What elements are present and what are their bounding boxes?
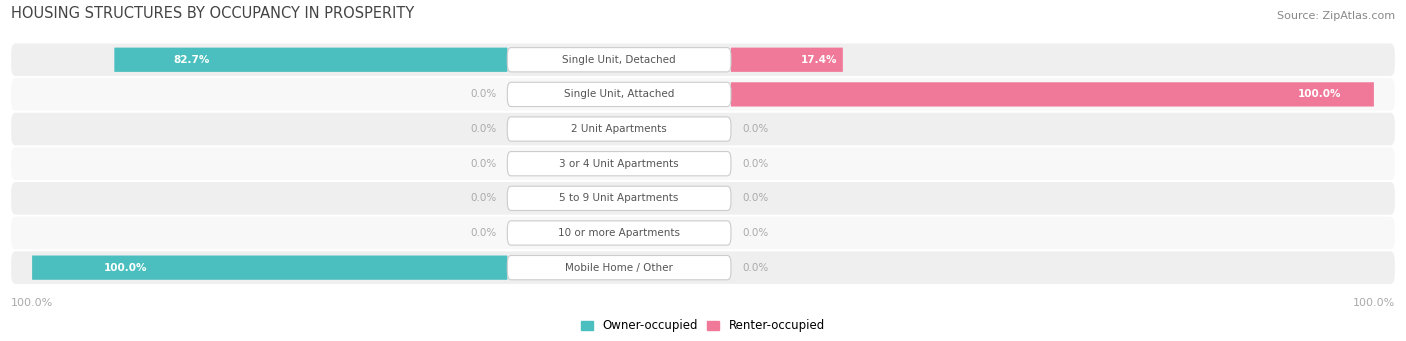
- FancyBboxPatch shape: [508, 48, 731, 72]
- FancyBboxPatch shape: [508, 82, 731, 106]
- Text: 2 Unit Apartments: 2 Unit Apartments: [571, 124, 666, 134]
- FancyBboxPatch shape: [11, 113, 1395, 145]
- Text: 10 or more Apartments: 10 or more Apartments: [558, 228, 681, 238]
- FancyBboxPatch shape: [508, 255, 731, 280]
- Text: 0.0%: 0.0%: [742, 193, 769, 203]
- Text: Source: ZipAtlas.com: Source: ZipAtlas.com: [1277, 11, 1395, 21]
- FancyBboxPatch shape: [11, 251, 1395, 284]
- Text: 100.0%: 100.0%: [104, 263, 146, 273]
- FancyBboxPatch shape: [508, 117, 731, 141]
- FancyBboxPatch shape: [508, 151, 731, 176]
- Text: 82.7%: 82.7%: [173, 55, 209, 65]
- FancyBboxPatch shape: [508, 186, 731, 210]
- Text: 0.0%: 0.0%: [742, 228, 769, 238]
- Text: 100.0%: 100.0%: [1298, 89, 1341, 99]
- FancyBboxPatch shape: [731, 82, 1374, 106]
- Text: 0.0%: 0.0%: [742, 124, 769, 134]
- FancyBboxPatch shape: [11, 217, 1395, 249]
- FancyBboxPatch shape: [11, 147, 1395, 180]
- FancyBboxPatch shape: [11, 78, 1395, 111]
- Text: 0.0%: 0.0%: [470, 159, 496, 169]
- Text: 0.0%: 0.0%: [470, 228, 496, 238]
- Text: Single Unit, Detached: Single Unit, Detached: [562, 55, 676, 65]
- Text: Mobile Home / Other: Mobile Home / Other: [565, 263, 673, 273]
- FancyBboxPatch shape: [731, 48, 842, 72]
- Text: 5 to 9 Unit Apartments: 5 to 9 Unit Apartments: [560, 193, 679, 203]
- FancyBboxPatch shape: [32, 255, 508, 280]
- Text: 100.0%: 100.0%: [1353, 298, 1395, 308]
- FancyBboxPatch shape: [11, 43, 1395, 76]
- Text: 3 or 4 Unit Apartments: 3 or 4 Unit Apartments: [560, 159, 679, 169]
- FancyBboxPatch shape: [114, 48, 508, 72]
- FancyBboxPatch shape: [508, 221, 731, 245]
- Legend: Owner-occupied, Renter-occupied: Owner-occupied, Renter-occupied: [581, 320, 825, 332]
- Text: 0.0%: 0.0%: [470, 193, 496, 203]
- Text: 0.0%: 0.0%: [470, 89, 496, 99]
- Text: HOUSING STRUCTURES BY OCCUPANCY IN PROSPERITY: HOUSING STRUCTURES BY OCCUPANCY IN PROSP…: [11, 6, 415, 21]
- Text: Single Unit, Attached: Single Unit, Attached: [564, 89, 675, 99]
- FancyBboxPatch shape: [11, 182, 1395, 214]
- Text: 100.0%: 100.0%: [11, 298, 53, 308]
- Text: 17.4%: 17.4%: [801, 55, 837, 65]
- Text: 0.0%: 0.0%: [742, 159, 769, 169]
- Text: 0.0%: 0.0%: [742, 263, 769, 273]
- Text: 0.0%: 0.0%: [470, 124, 496, 134]
